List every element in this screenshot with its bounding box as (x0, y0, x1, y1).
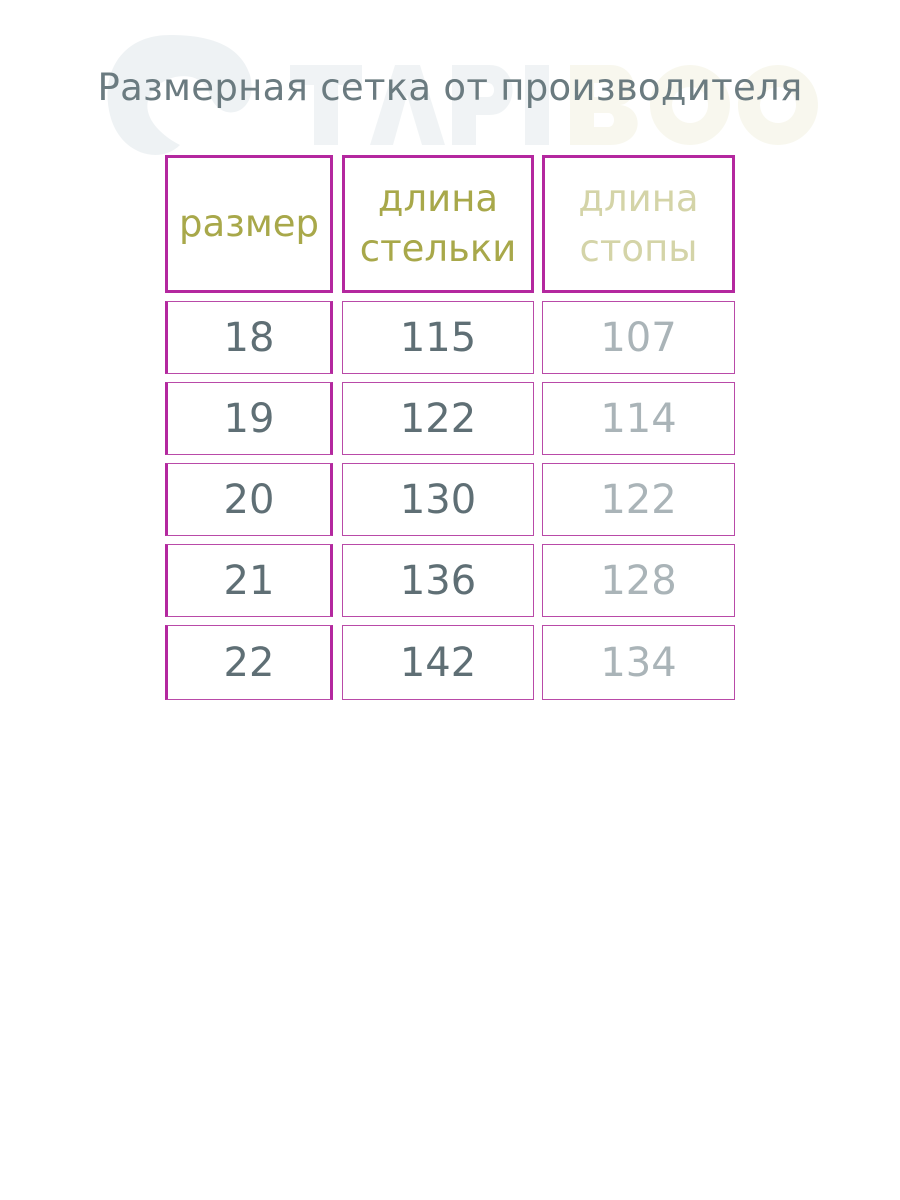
table-cell: 122 (542, 463, 735, 536)
table-cell: 114 (542, 382, 735, 455)
header-cell: длина стельки (342, 155, 534, 293)
table-cell: 107 (542, 301, 735, 374)
header-cell: длина стопы (542, 155, 735, 293)
tapiboo-logo-watermark (107, 35, 818, 155)
table-cell: 21 (165, 544, 333, 617)
table-cell: 128 (542, 544, 735, 617)
table-cell: 136 (342, 544, 534, 617)
page-title: Размерная сетка от производителя (97, 66, 803, 109)
table-cell: 122 (342, 382, 534, 455)
table-cell: 22 (165, 625, 333, 700)
table-cell: 115 (342, 301, 534, 374)
table-cell: 19 (165, 382, 333, 455)
table-cell: 142 (342, 625, 534, 700)
table-cell: 130 (342, 463, 534, 536)
table-cell: 18 (165, 301, 333, 374)
table-cell: 134 (542, 625, 735, 700)
header-cell: размер (165, 155, 333, 293)
table-cell: 20 (165, 463, 333, 536)
